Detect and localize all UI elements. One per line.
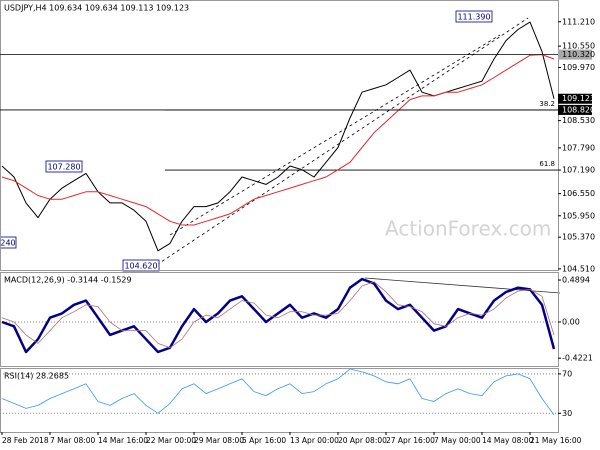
x-tick-label: 22 Mar 00:00 [146, 436, 196, 445]
fib-label: 38.2 [539, 100, 555, 108]
x-tick-label: 7 Mar 08:00 [50, 436, 96, 445]
y-tick-label: 111.210 [562, 17, 595, 26]
y-tick-label: 70 [562, 369, 572, 378]
level-box [558, 93, 592, 104]
series-line [1, 21, 555, 252]
label-box [0, 236, 17, 249]
y-tick-label: 107.790 [562, 143, 595, 152]
panel-title: USDJPY,H4 109.634 109.634 109.113 109.12… [4, 4, 189, 13]
trough-text: 104.620 [124, 262, 157, 271]
series-line [1, 54, 555, 226]
panel-frame [0, 0, 559, 271]
peak-label: 107.280 [45, 160, 83, 173]
trough-label: 104.620 [122, 259, 160, 272]
y-tick-label: 109.970 [562, 63, 595, 72]
y-tick-label: 0.4894 [562, 276, 590, 285]
peak-text: 111.390 [457, 13, 490, 22]
y-tick-label: 105.370 [562, 233, 595, 242]
peak-label: 111.390 [455, 10, 493, 23]
x-tick-label: 14 May 08:00 [482, 436, 534, 445]
y-tick-label: 0.00 [562, 318, 580, 327]
x-tick-label: 13 Apr 00:00 [290, 436, 339, 445]
series-line [1, 277, 556, 354]
y-tick-label: 110.550 [562, 42, 595, 51]
x-tick-label: 28 Feb 2018 [2, 436, 49, 445]
y-tick-label: 108.530 [562, 116, 595, 125]
y-tick-label: 107.190 [562, 166, 595, 175]
panel-frame [0, 272, 559, 367]
series-line [1, 368, 555, 416]
watermark: ActionForex.com [385, 217, 551, 241]
y-tick-label: 105.950 [562, 211, 595, 220]
y-tick-label: 106.550 [562, 189, 595, 198]
trend-line [169, 34, 501, 236]
trough-text: 240 [0, 239, 15, 248]
y-tick-label: -0.4221 [562, 354, 593, 363]
x-tick-label: 21 May 16:00 [530, 436, 582, 445]
label-box [455, 10, 493, 23]
panel-frame [0, 368, 559, 433]
x-tick-label: 20 Apr 08:00 [338, 436, 387, 445]
level-label: 109.123 [562, 94, 595, 103]
y-tick-label: 104.510 [562, 264, 595, 273]
peak-text: 107.280 [47, 163, 80, 172]
x-tick-label: 27 Apr 16:00 [386, 436, 435, 445]
x-tick-label: 5 Apr 16:00 [242, 436, 286, 445]
panel-title: MACD(12,26,9) -0.3144 -0.1529 [4, 276, 132, 285]
trough-label: 240 [0, 236, 17, 249]
level-label: 110.320 [562, 50, 595, 59]
fib-label: 61.8 [539, 160, 555, 168]
x-tick-label: 7 May 00:00 [434, 436, 481, 445]
label-box [45, 160, 83, 173]
level-label: 108.820 [562, 105, 595, 114]
macd-trend-line [364, 277, 561, 294]
level-box [558, 49, 592, 60]
series-line [1, 281, 555, 349]
level-box [558, 104, 592, 115]
panel-title: RSI(14) 28.2685 [4, 372, 69, 381]
x-tick-label: 14 Mar 16:00 [98, 436, 148, 445]
x-tick-label: 29 Mar 08:00 [194, 436, 244, 445]
y-tick-label: 30 [562, 409, 572, 418]
